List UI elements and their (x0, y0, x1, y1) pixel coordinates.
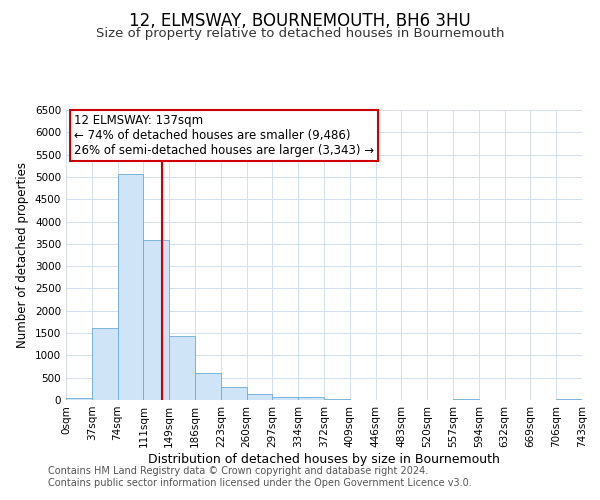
Bar (143, 240, 169, 400)
Bar (324, 398, 350, 400)
Bar (556, 398, 582, 400)
Bar (169, 336, 195, 400)
Bar (118, 174, 143, 400)
Bar (221, 387, 247, 400)
Bar (298, 398, 324, 400)
Bar (272, 398, 298, 400)
Bar (66, 398, 92, 400)
Text: Contains HM Land Registry data © Crown copyright and database right 2024.
Contai: Contains HM Land Registry data © Crown c… (48, 466, 472, 487)
Y-axis label: Number of detached properties: Number of detached properties (16, 162, 29, 348)
Text: 12 ELMSWAY: 137sqm
← 74% of detached houses are smaller (9,486)
26% of semi-deta: 12 ELMSWAY: 137sqm ← 74% of detached hou… (74, 114, 374, 158)
Bar (247, 394, 272, 400)
Bar (453, 398, 479, 400)
Bar (195, 373, 221, 400)
X-axis label: Distribution of detached houses by size in Bournemouth: Distribution of detached houses by size … (148, 452, 500, 466)
Text: Size of property relative to detached houses in Bournemouth: Size of property relative to detached ho… (96, 28, 504, 40)
Bar (92, 328, 118, 400)
Text: 12, ELMSWAY, BOURNEMOUTH, BH6 3HU: 12, ELMSWAY, BOURNEMOUTH, BH6 3HU (129, 12, 471, 30)
